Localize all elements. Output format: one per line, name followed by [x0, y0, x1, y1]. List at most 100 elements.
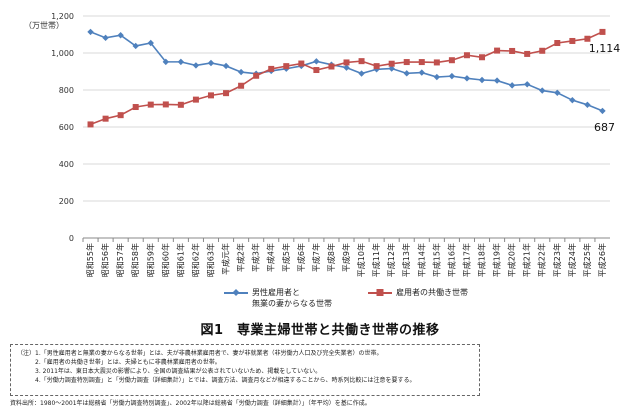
x-tick-label: 平成8年 [326, 243, 336, 272]
data-point [448, 57, 455, 64]
x-tick-label: 平成21年 [522, 243, 532, 277]
data-point [418, 69, 425, 76]
data-point [177, 58, 185, 66]
data-point [102, 34, 109, 42]
data-point [223, 90, 230, 97]
data-point [463, 75, 471, 82]
data-point [162, 58, 170, 66]
series-line [90, 31, 603, 126]
data-point [493, 77, 501, 84]
data-point [343, 59, 350, 66]
data-point [192, 62, 200, 69]
x-tick-label: 平成22年 [537, 243, 547, 277]
x-tick-label: 平成11年 [371, 243, 381, 277]
data-point [147, 101, 154, 108]
x-tick-label: 昭和57年 [115, 243, 125, 277]
data-point [494, 47, 501, 54]
gridlines [83, 15, 610, 239]
y-tick-label: 0 [69, 234, 74, 243]
legend-label-0-line-0: 男性雇用者と [252, 288, 300, 297]
data-point [162, 101, 169, 108]
y-axis-ticks: 0 200 400 600 800 1,000 1,200 [51, 12, 74, 243]
figure-caption: 図1 専業主婦世帯と共働き世帯の推移 [200, 323, 440, 338]
series-line [90, 31, 603, 112]
data-point [87, 28, 94, 36]
data-point [313, 67, 320, 74]
x-tick-label: 平成7年 [311, 243, 321, 272]
data-point [102, 115, 109, 122]
data-point [207, 59, 215, 67]
data-point [478, 76, 486, 84]
x-tick-label: 平成5年 [281, 243, 291, 272]
data-point [479, 54, 486, 61]
note-line: 2.「雇用者の共働き世帯」とは、夫婦ともに非農林業雇用者の世帯。 [17, 359, 221, 366]
legend-series-0: 男性雇用者と 無業の妻からなる世帯 [224, 287, 332, 309]
y-axis-unit-label: （万世帯） [24, 20, 64, 30]
x-tick-label: 平成12年 [386, 243, 396, 277]
y-tick-label: 600 [59, 123, 74, 132]
data-point [539, 47, 546, 54]
series-group: 687 1,114 [87, 28, 620, 134]
x-tick-label: 平成10年 [356, 243, 366, 277]
data-point [268, 65, 275, 72]
x-tick-label: 平成18年 [477, 243, 487, 277]
x-tick-label: 平成23年 [552, 243, 562, 277]
data-point [298, 60, 305, 67]
end-value-label: 687 [594, 121, 615, 134]
data-point [177, 101, 184, 108]
series-1: 1,114 [87, 28, 620, 128]
data-point [433, 73, 441, 81]
x-tick-label: 平成24年 [567, 243, 577, 277]
x-tick-label: 平成26年 [597, 243, 607, 277]
source-note: 資料出所：1980～2001年は総務省「労働力調査特別調査」、2002年以降は総… [10, 400, 371, 407]
legend-series-1: 雇用者の共働き世帯 [368, 287, 468, 298]
data-point [584, 101, 591, 108]
legend-label-1: 雇用者の共働き世帯 [396, 288, 468, 297]
x-tick-label: 平成9年 [341, 243, 351, 272]
data-point [117, 32, 124, 39]
data-point [584, 35, 591, 42]
data-point [539, 87, 546, 94]
x-tick-label: 昭和56年 [100, 243, 110, 277]
x-tick-label: 平成14年 [416, 243, 426, 277]
data-point [237, 68, 245, 76]
data-point [388, 60, 395, 67]
data-point [599, 28, 606, 35]
data-point [524, 50, 531, 57]
legend-swatch-square [368, 288, 392, 297]
data-point [403, 70, 410, 77]
data-point [358, 70, 365, 77]
x-tick-label: 平成19年 [492, 243, 502, 277]
x-tick-label: 昭和58年 [130, 243, 140, 277]
data-point [253, 72, 260, 79]
data-point [147, 39, 154, 47]
data-point [343, 64, 350, 71]
data-point [87, 121, 94, 128]
data-point [328, 63, 335, 70]
data-point [508, 82, 516, 89]
data-point [117, 112, 124, 119]
data-point [358, 58, 365, 65]
x-tick-label: 平成元年 [221, 243, 231, 275]
data-point [132, 42, 139, 50]
x-tick-label: 平成17年 [461, 243, 471, 277]
note-line: （注）1.「男性雇用者と無業の妻からなる世帯」とは、夫が非農林業雇用者で、妻が非… [17, 350, 383, 357]
x-tick-label: 平成3年 [251, 243, 261, 272]
data-point [523, 81, 531, 88]
data-point [373, 63, 380, 70]
data-point [192, 96, 199, 103]
notes-box: （注）1.「男性雇用者と無業の妻からなる世帯」とは、夫が非農林業雇用者で、妻が非… [10, 344, 480, 396]
x-tick-label: 昭和63年 [205, 243, 215, 277]
x-tick-label: 平成20年 [507, 243, 517, 277]
x-tick-label: 昭和55年 [85, 243, 95, 277]
data-point [599, 107, 606, 115]
data-point [448, 72, 456, 80]
y-tick-label: 200 [59, 197, 74, 206]
data-point [403, 59, 410, 66]
x-tick-label: 昭和62年 [190, 243, 200, 277]
y-tick-label: 800 [59, 86, 74, 95]
x-tick-label: 平成2年 [236, 243, 246, 272]
data-point [238, 82, 245, 89]
x-tick-label: 平成13年 [401, 243, 411, 277]
data-point [418, 59, 425, 66]
